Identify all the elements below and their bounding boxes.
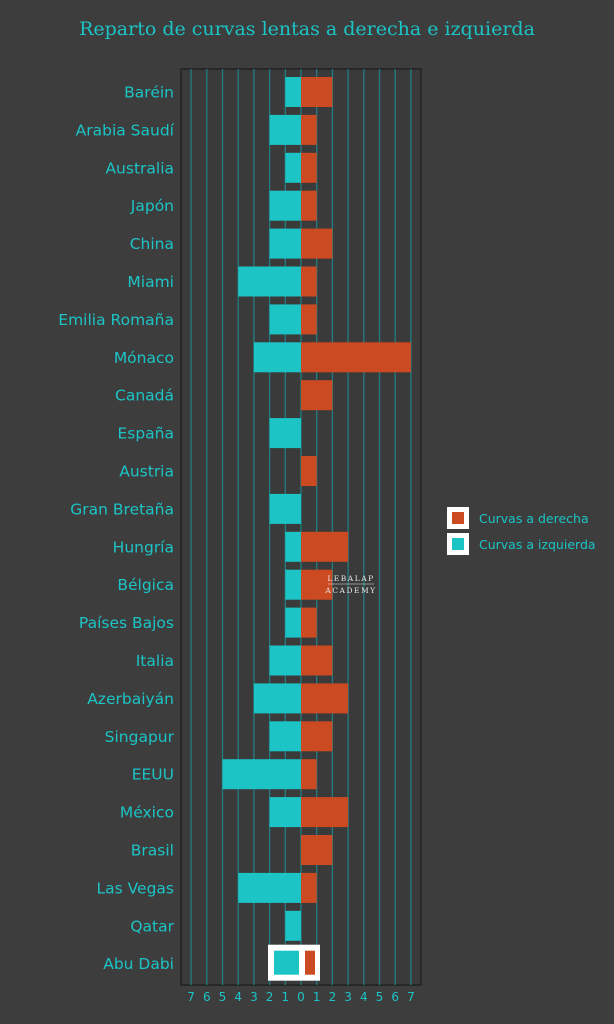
x-tick-label: 0: [297, 990, 305, 1004]
bar-derecha: [301, 228, 333, 259]
category-label: Austria: [119, 463, 174, 481]
category-label: Arabia Saudí: [76, 121, 175, 139]
x-tick-label: 5: [376, 990, 384, 1004]
x-tick-label: 7: [187, 990, 195, 1004]
highlight-marker-izquierda: [274, 950, 299, 975]
category-label: Singapur: [105, 728, 175, 746]
bar-derecha: [301, 797, 349, 828]
bar-izquierda: [222, 759, 301, 790]
legend-swatch: [452, 538, 464, 550]
bar-derecha: [301, 77, 333, 107]
bar-derecha: [301, 683, 349, 714]
bar-izquierda: [285, 569, 301, 600]
bar-izquierda: [269, 114, 301, 145]
x-tick-label: 4: [360, 990, 368, 1004]
watermark-line-1: LEBALAP: [327, 574, 374, 583]
x-tick-label: 3: [250, 990, 258, 1004]
category-label: Abu Dabi: [103, 955, 174, 973]
x-tick-label: 1: [313, 990, 321, 1004]
bar-derecha: [301, 759, 317, 790]
legend-label: Curvas a izquierda: [479, 537, 596, 552]
x-tick-label: 2: [329, 990, 337, 1004]
bar-izquierda: [285, 531, 301, 562]
category-label: México: [120, 804, 174, 822]
category-label: EEUU: [132, 766, 174, 784]
category-label: Hungría: [113, 538, 174, 556]
category-label: Australia: [105, 159, 174, 177]
category-label: Canadá: [115, 387, 174, 405]
category-label: Azerbaiyán: [87, 690, 174, 708]
category-label: España: [117, 425, 174, 443]
category-label: Países Bajos: [79, 614, 174, 632]
chart-title: Reparto de curvas lentas a derecha e izq…: [79, 18, 535, 40]
bar-izquierda: [269, 190, 301, 221]
bar-izquierda: [269, 645, 301, 676]
bar-derecha: [301, 266, 317, 297]
category-label: Emilia Romaña: [58, 311, 174, 329]
x-tick-label: 6: [391, 990, 399, 1004]
category-label: Japón: [130, 197, 174, 215]
bar-derecha: [301, 835, 333, 865]
legend-swatch: [452, 512, 464, 524]
bar-derecha: [301, 304, 317, 335]
bar-izquierda: [285, 77, 301, 107]
bar-derecha: [301, 607, 317, 638]
bar-izquierda: [269, 493, 301, 524]
bar-izquierda: [269, 304, 301, 335]
bar-izquierda: [269, 418, 301, 449]
bar-izquierda: [269, 228, 301, 259]
bar-derecha: [301, 190, 317, 221]
bar-izquierda: [238, 266, 301, 297]
category-label: China: [130, 235, 174, 253]
category-label: Las Vegas: [97, 879, 175, 897]
bar-izquierda: [269, 797, 301, 828]
bar-derecha: [301, 645, 333, 676]
legend-label: Curvas a derecha: [479, 511, 589, 526]
bar-izquierda: [253, 342, 301, 373]
watermark-line-2: ACADEMY: [324, 586, 376, 595]
bar-derecha: [301, 569, 333, 600]
category-label: Gran Bretaña: [70, 500, 174, 518]
bar-derecha: [301, 872, 317, 903]
bar-izquierda: [285, 152, 301, 183]
category-label: Brasil: [131, 842, 174, 860]
bar-izquierda: [238, 872, 301, 903]
bar-derecha: [301, 152, 317, 183]
x-tick-label: 2: [266, 990, 274, 1004]
bar-derecha: [301, 531, 349, 562]
bar-izquierda: [253, 683, 301, 714]
x-tick-label: 6: [203, 990, 211, 1004]
bar-derecha: [301, 342, 411, 373]
category-label: Bélgica: [117, 576, 174, 594]
bar-derecha: [301, 456, 317, 486]
category-label: Mónaco: [114, 349, 174, 367]
category-label: Qatar: [130, 917, 174, 935]
x-tick-label: 5: [219, 990, 227, 1004]
bar-derecha: [301, 721, 333, 752]
bar-izquierda: [269, 721, 301, 752]
bar-izquierda: [285, 607, 301, 638]
category-label: Miami: [127, 273, 174, 291]
category-label: Italia: [136, 652, 174, 670]
bar-izquierda: [285, 910, 301, 941]
x-tick-label: 1: [281, 990, 289, 1004]
highlight-marker-derecha: [305, 950, 315, 975]
x-tick-label: 4: [234, 990, 242, 1004]
bar-derecha: [301, 380, 333, 411]
bar-derecha: [301, 114, 317, 145]
x-tick-label: 7: [407, 990, 415, 1004]
category-label: Baréin: [124, 84, 174, 102]
x-tick-label: 3: [344, 990, 352, 1004]
